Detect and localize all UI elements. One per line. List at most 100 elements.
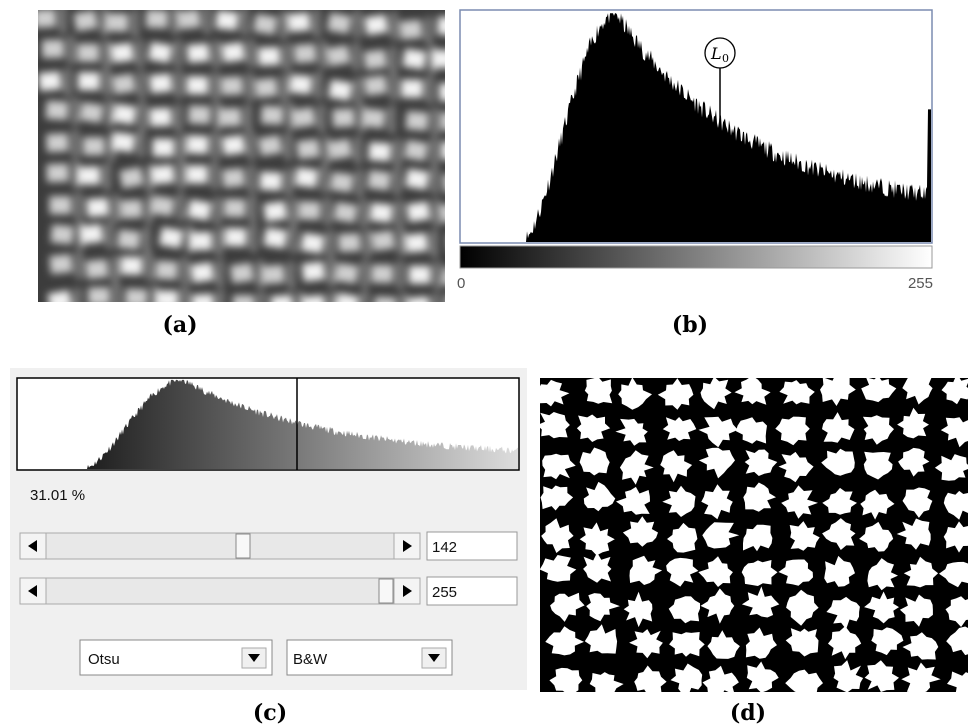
texture — [353, 42, 360, 71]
texture — [425, 16, 432, 45]
texture — [576, 414, 611, 442]
upper-threshold: 255 — [432, 584, 457, 601]
slider[interactable] — [19, 532, 421, 560]
texture — [155, 260, 179, 280]
texture — [211, 161, 218, 190]
texture — [400, 292, 407, 302]
texture — [221, 42, 246, 63]
texture — [138, 70, 145, 99]
texture — [152, 138, 175, 157]
texture — [85, 259, 109, 280]
panel-label: (d) — [730, 700, 766, 726]
texture — [248, 39, 255, 68]
texture — [371, 230, 396, 251]
texture — [363, 49, 388, 70]
texture — [541, 518, 574, 553]
texture — [175, 104, 182, 133]
texture — [87, 287, 111, 302]
texture — [820, 378, 856, 406]
texture — [542, 453, 576, 480]
texture — [104, 162, 111, 191]
texture — [400, 79, 424, 98]
texture — [315, 71, 322, 100]
texture — [863, 451, 893, 480]
texture — [175, 70, 182, 99]
texture — [745, 627, 777, 659]
slider[interactable] — [19, 577, 421, 605]
mode-dropdown[interactable] — [286, 639, 453, 676]
texture — [902, 487, 933, 518]
texture — [73, 10, 99, 32]
texture — [368, 142, 392, 162]
texture — [221, 134, 246, 156]
texture — [943, 521, 968, 553]
texture — [744, 449, 778, 476]
texture — [332, 108, 355, 128]
texture — [786, 589, 819, 626]
texture — [899, 594, 933, 627]
texture — [404, 168, 430, 190]
texture — [181, 257, 188, 286]
texture — [112, 194, 119, 223]
texture — [364, 14, 389, 36]
texture — [629, 555, 663, 585]
texture — [616, 486, 650, 515]
method-dropdown[interactable] — [79, 639, 273, 676]
texture — [822, 487, 857, 515]
texture — [371, 264, 394, 284]
texture — [432, 166, 439, 195]
texture — [77, 221, 84, 250]
texture — [662, 417, 697, 441]
texture — [867, 558, 898, 591]
texture — [145, 10, 169, 29]
texture — [623, 591, 653, 628]
texture — [318, 104, 325, 133]
texture — [175, 39, 182, 68]
texture — [86, 197, 110, 218]
texture — [242, 10, 249, 36]
texture — [320, 40, 327, 69]
texture — [68, 35, 75, 64]
texture — [361, 260, 368, 289]
texture — [137, 39, 144, 68]
texture — [367, 170, 392, 191]
texture — [75, 192, 82, 221]
texture — [112, 103, 137, 125]
texture — [60, 10, 67, 34]
texture — [124, 288, 148, 302]
texture — [291, 107, 316, 128]
texture — [146, 252, 153, 281]
texture — [106, 99, 113, 128]
texture — [402, 48, 427, 70]
texture — [947, 671, 968, 692]
texture — [213, 40, 220, 69]
texture — [151, 284, 158, 302]
texture — [431, 229, 438, 258]
texture — [76, 251, 83, 280]
mode: B&W — [293, 651, 328, 668]
text-field[interactable] — [426, 576, 518, 606]
texture — [779, 380, 815, 405]
texture — [667, 522, 698, 553]
texture — [902, 632, 939, 660]
texture — [287, 102, 294, 131]
texture — [781, 485, 818, 519]
texture — [338, 233, 361, 253]
texture — [898, 447, 930, 477]
texture — [579, 522, 615, 556]
texture — [358, 104, 365, 133]
texture — [329, 171, 354, 193]
texture — [433, 198, 440, 227]
histogram — [18, 379, 518, 469]
texture — [114, 283, 121, 302]
texture — [100, 10, 107, 36]
texture — [540, 379, 570, 407]
texture — [785, 669, 823, 692]
text-field[interactable] — [426, 531, 518, 561]
texture — [579, 447, 610, 476]
texture — [369, 202, 394, 223]
texture — [285, 132, 292, 161]
texture — [404, 232, 429, 253]
texture — [146, 196, 153, 225]
texture — [785, 628, 819, 657]
